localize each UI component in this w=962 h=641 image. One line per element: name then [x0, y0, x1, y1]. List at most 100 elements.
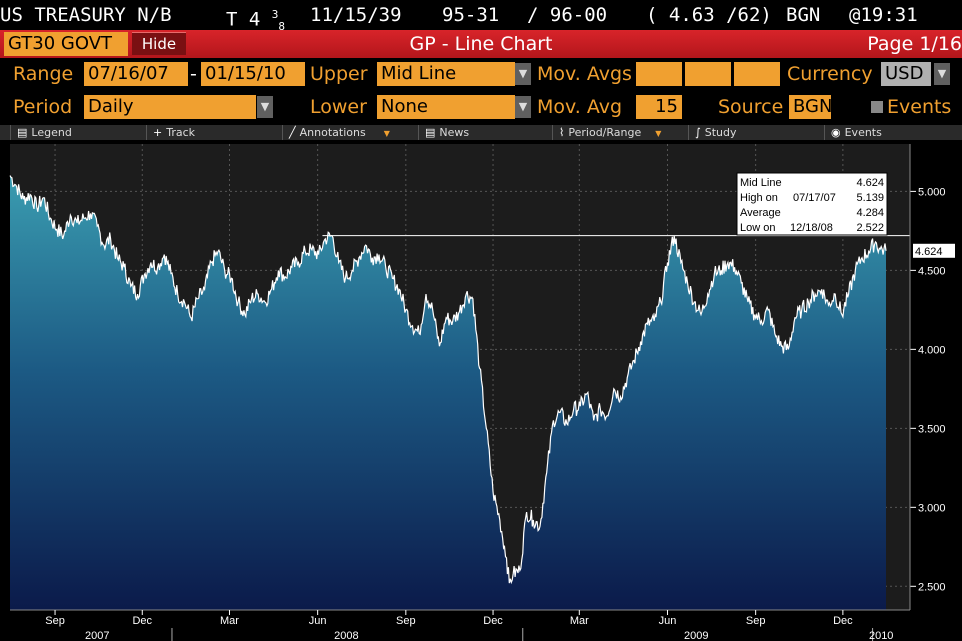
- year-label: 2010: [869, 630, 893, 641]
- period-dropdown-icon[interactable]: ▼: [257, 96, 273, 118]
- pen-icon: ╱: [289, 126, 296, 139]
- pricing-source: BGN: [786, 4, 821, 26]
- last-value-marker: 4.624: [913, 243, 955, 258]
- info-box-background: [736, 172, 888, 236]
- x-tick-label: Sep: [396, 615, 416, 627]
- y-tick-label: 4.000: [918, 344, 946, 356]
- currency-dropdown-icon[interactable]: ▼: [934, 63, 950, 85]
- currency-label: Currency: [787, 63, 873, 85]
- x-tick-label: Jun: [309, 615, 327, 627]
- range-label: Range: [13, 63, 74, 85]
- y-tick-label: 3.000: [918, 502, 946, 514]
- page-indicator: Page 1/16: [867, 33, 962, 55]
- period-icon: ⌇: [559, 126, 565, 139]
- info-low-value: 2.522: [856, 222, 884, 234]
- price-area: [10, 175, 886, 610]
- chart-toolbar: ▤ Legend + Track ╱ Annotations ▼ ▤ News ⌇ Peri…: [0, 125, 962, 140]
- stats-info-box: Mid Line 4.624 High on 07/17/07 5.139 Av…: [736, 172, 888, 236]
- dropdown-arrow-icon: ▼: [383, 129, 390, 138]
- events-checkbox[interactable]: [871, 101, 883, 113]
- period-range-menu[interactable]: ⌇ Period/Range ▼: [552, 125, 688, 140]
- info-avg-label: Average: [740, 207, 781, 219]
- year-label: 2009: [684, 630, 708, 641]
- y-axis: 2.500 3.000 3.500 4.000 4.500 5.000: [909, 144, 946, 610]
- events-menu[interactable]: ◉ Events: [824, 125, 962, 140]
- dropdown-arrow-icon: ▼: [655, 129, 662, 138]
- security-bid: 95-31: [442, 4, 500, 26]
- upper-select[interactable]: Mid Line: [377, 62, 515, 86]
- info-low-date: 12/18/08: [790, 222, 833, 234]
- x-axis: Sep Dec Mar Jun Sep Dec Mar Jun Sep Dec 2007 2008 20…: [10, 609, 910, 641]
- info-high-date: 07/17/07: [793, 192, 836, 204]
- params-row-2: Period Daily ▼ Lower None ▼ Mov. Avg 15 …: [0, 92, 962, 124]
- title-bar: GP - Line Chart GT30 GOVT Hide Page 1/16: [0, 30, 962, 58]
- x-tick-label: Sep: [746, 615, 766, 627]
- price-line: [9, 175, 887, 585]
- lower-dropdown-icon[interactable]: ▼: [515, 96, 531, 118]
- x-tick-label: Dec: [483, 615, 503, 627]
- legend-menu[interactable]: ▤ Legend: [10, 125, 146, 140]
- x-tick-label: Dec: [132, 615, 152, 627]
- range-end-field[interactable]: 01/15/10: [201, 62, 305, 86]
- currency-select[interactable]: USD: [881, 62, 931, 86]
- security-yields: ( 4.63 /62): [646, 4, 772, 26]
- crosshair-icon: +: [153, 126, 163, 139]
- mov-avg-period-field[interactable]: 15: [636, 95, 682, 119]
- security-line: US TREASURY N/B T 4 38 11/15/39 95-31 / …: [0, 0, 962, 33]
- x-tick-label: Jun: [659, 615, 677, 627]
- news-icon: ▤: [425, 126, 436, 139]
- security-ask: / 96-00: [527, 4, 608, 26]
- study-icon: ∫: [695, 126, 701, 139]
- mov-avg-field-3[interactable]: [734, 62, 780, 86]
- info-mid-label: Mid Line: [740, 177, 782, 189]
- y-tick-label: 3.500: [918, 423, 946, 435]
- x-tick-label: Mar: [220, 615, 239, 627]
- x-tick-label: Mar: [570, 615, 589, 627]
- news-menu[interactable]: ▤ News: [418, 125, 552, 140]
- last-value-box: [913, 243, 955, 258]
- x-tick-label: Sep: [45, 615, 65, 627]
- mov-avgs-label: Mov. Avgs: [537, 63, 632, 85]
- study-menu[interactable]: ∫ Study: [688, 125, 824, 140]
- legend-icon: ▤: [17, 126, 28, 139]
- info-high-label: High on: [740, 192, 778, 204]
- update-time: @19:31: [849, 4, 918, 26]
- last-value-label: 4.624: [915, 246, 943, 258]
- y-tick-label: 5.000: [918, 186, 946, 198]
- source-field[interactable]: BGN: [789, 95, 832, 119]
- info-low-label: Low on: [740, 222, 775, 234]
- ticker-field[interactable]: GT30 GOVT: [4, 32, 128, 56]
- mov-avg-field-1[interactable]: [636, 62, 682, 86]
- lower-select[interactable]: None: [377, 95, 515, 119]
- hide-button[interactable]: Hide: [132, 32, 186, 55]
- y-tick-label: 4.500: [918, 265, 946, 277]
- year-label: 2008: [334, 630, 358, 641]
- lower-label: Lower: [310, 96, 367, 118]
- security-maturity: 11/15/39: [310, 4, 402, 26]
- chart-function-title: GP - Line Chart: [409, 33, 553, 55]
- y-tick-label: 2.500: [918, 581, 946, 593]
- mov-avg-field-2[interactable]: [685, 62, 731, 86]
- upper-label: Upper: [310, 63, 368, 85]
- events-label: Events: [887, 96, 952, 118]
- range-separator: -: [190, 63, 197, 85]
- range-start-field[interactable]: 07/16/07: [84, 62, 188, 86]
- x-tick-label: Dec: [833, 615, 853, 627]
- mov-avg-label: Mov. Avg: [537, 96, 623, 118]
- annotations-menu[interactable]: ╱ Annotations ▼: [282, 125, 418, 140]
- source-label: Source: [718, 96, 784, 118]
- security-name: US TREASURY N/B: [0, 4, 172, 26]
- line-chart[interactable]: 2.500 3.000 3.500 4.000 4.500 5.000 Sep Dec Mar…: [0, 140, 962, 641]
- year-label: 2007: [85, 630, 109, 641]
- period-select[interactable]: Daily: [84, 95, 256, 119]
- period-label: Period: [13, 96, 73, 118]
- info-avg-value: 4.284: [856, 207, 884, 219]
- upper-dropdown-icon[interactable]: ▼: [515, 63, 531, 85]
- security-coupon: T 4 38: [226, 8, 286, 34]
- events-icon: ◉: [831, 126, 841, 139]
- info-high-value: 5.139: [856, 192, 884, 204]
- track-menu[interactable]: + Track: [146, 125, 282, 140]
- info-mid-value: 4.624: [856, 177, 884, 189]
- params-row-1: Range 07/16/07 - 01/15/10 Upper Mid Line…: [0, 59, 962, 91]
- x-axis-band: [10, 610, 910, 641]
